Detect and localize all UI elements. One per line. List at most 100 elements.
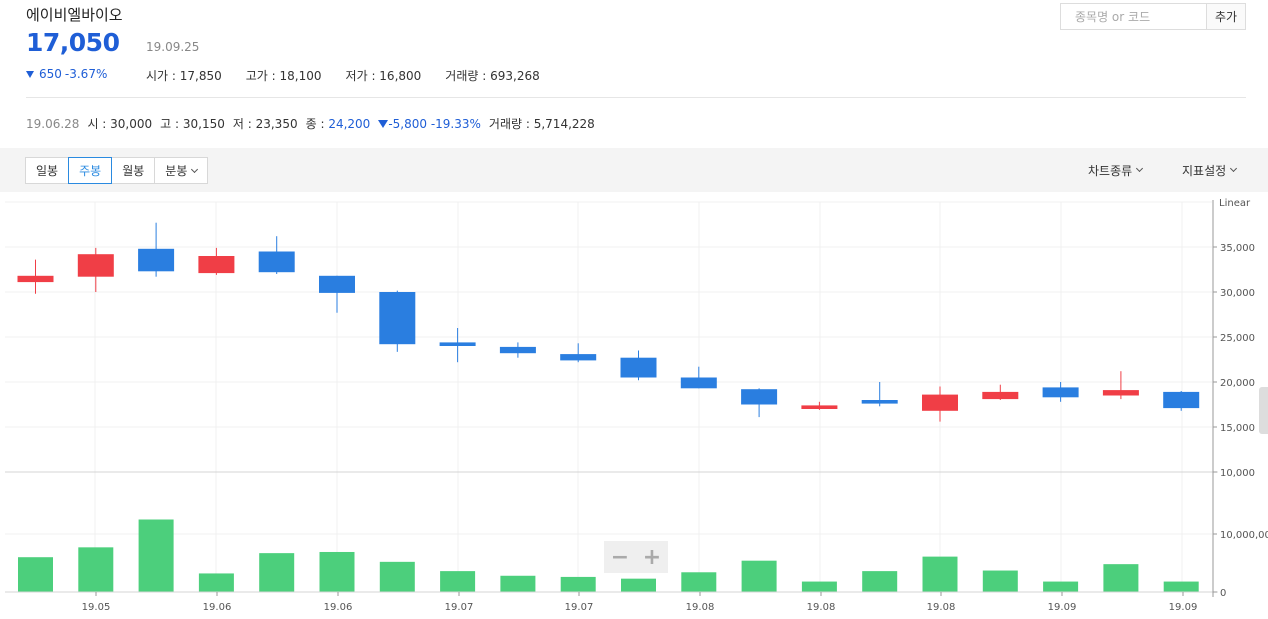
candle-body — [620, 357, 657, 378]
x-tick-label: 19.08 — [807, 602, 836, 613]
volume-bar — [621, 578, 656, 592]
x-tick-label: 19.09 — [1048, 602, 1077, 613]
stock-name: 에이비엘바이오 — [26, 6, 123, 24]
candle-body — [258, 251, 295, 273]
chart-toolbar: 일봉 주봉 월봉 분봉 차트종류 지표설정 — [0, 148, 1268, 192]
zoom-in-icon[interactable]: + — [642, 544, 662, 570]
y-tick-label: 25,000 — [1220, 333, 1255, 344]
detail-change: -5,800 -19.33% — [378, 117, 481, 131]
detail-close: 종 : 24,200 — [305, 117, 371, 131]
volume-bar — [319, 551, 355, 592]
y-tick-label: 20,000 — [1220, 378, 1255, 389]
quote-high: 고가 : 18,100 — [245, 69, 322, 83]
down-arrow-icon — [378, 119, 389, 128]
volume-bar — [138, 519, 174, 592]
volume-bar — [500, 575, 536, 592]
candle-body — [982, 391, 1019, 400]
quote-summary: 시가 : 17,850 고가 : 18,100 저가 : 16,800 거래량 … — [146, 67, 540, 84]
volume-bar — [922, 556, 958, 592]
quote-low: 저가 : 16,800 — [345, 69, 422, 83]
candle-body — [1102, 390, 1139, 396]
scale-label: Linear — [1219, 198, 1251, 209]
change-percent: -3.67% — [64, 67, 108, 81]
detail-date: 19.06.28 — [26, 116, 80, 131]
volume-bar — [1043, 581, 1079, 592]
volume-bar — [741, 560, 777, 592]
y-tick-label: 30,000 — [1220, 288, 1255, 299]
x-tick-label: 19.07 — [445, 602, 474, 613]
volume-bar — [18, 557, 53, 592]
candle-body — [680, 377, 717, 389]
volume-bar — [1163, 581, 1199, 592]
tab-weekly[interactable]: 주봉 — [68, 157, 113, 184]
detail-open: 시 : 30,000 — [87, 117, 153, 131]
candle-body — [138, 248, 175, 272]
volume-bar — [982, 570, 1018, 592]
change-amount: 650 — [39, 67, 62, 81]
volume-bar — [78, 547, 114, 592]
chevron-down-icon — [1136, 164, 1144, 173]
down-arrow-icon — [26, 70, 34, 78]
quote-open: 시가 : 17,850 — [146, 69, 222, 83]
detail-volume: 거래량 : 5,714,228 — [488, 117, 595, 131]
stock-chart[interactable]: Linear 35,000 30,000 25,000 20,000 15,000 10,0… — [0, 192, 1268, 619]
volume-bar — [862, 571, 898, 592]
current-price: 17,050 — [26, 28, 120, 57]
zoom-control: − + — [604, 541, 668, 573]
detail-high: 고 : 30,150 — [160, 117, 225, 131]
x-tick-label: 19.08 — [927, 602, 956, 613]
volume-bar — [1103, 564, 1139, 592]
x-tick-label: 19.06 — [324, 602, 353, 613]
y-tick-label: 10,000,000 — [1220, 530, 1268, 541]
chevron-down-icon — [191, 165, 199, 173]
price-date: 19.09.25 — [146, 40, 200, 54]
candle-body — [1042, 387, 1079, 398]
stock-search: 추가 — [1060, 3, 1246, 30]
side-panel-handle[interactable] — [1259, 387, 1268, 434]
volume-bar — [560, 576, 596, 592]
candle-body — [319, 275, 355, 293]
y-tick-label: 0 — [1220, 588, 1226, 599]
price-change: 650 -3.67% — [26, 67, 107, 81]
indicator-settings-dropdown[interactable]: 지표설정 — [1182, 148, 1238, 192]
volume-bar — [379, 561, 415, 592]
candle-body — [801, 405, 838, 409]
tab-minute[interactable]: 분봉 — [154, 157, 209, 184]
period-tabs: 일봉 주봉 월봉 분봉 — [25, 157, 209, 184]
divider — [26, 97, 1246, 98]
candle-body — [922, 394, 958, 411]
candle-body — [198, 256, 235, 274]
volume-bar — [801, 581, 837, 592]
chevron-down-icon — [1230, 164, 1238, 173]
candle-body — [439, 342, 476, 346]
y-tick-label: 15,000 — [1220, 423, 1255, 434]
x-tick-label: 19.06 — [203, 602, 232, 613]
volume-bar — [259, 553, 295, 592]
detail-low: 저 : 23,350 — [232, 117, 298, 131]
candle-body — [560, 354, 597, 361]
candle-body — [379, 292, 416, 345]
candle-body — [861, 400, 898, 404]
tab-daily[interactable]: 일봉 — [25, 157, 70, 184]
candle-body — [1163, 391, 1200, 409]
y-tick-label: 35,000 — [1220, 243, 1255, 254]
x-tick-label: 19.09 — [1169, 602, 1198, 613]
x-tick-label: 19.05 — [82, 602, 111, 613]
tab-monthly[interactable]: 월봉 — [111, 157, 156, 184]
volume-bar — [440, 571, 476, 592]
chart-type-dropdown[interactable]: 차트종류 — [1088, 148, 1144, 192]
x-tick-label: 19.08 — [686, 602, 715, 613]
candle-body — [77, 254, 114, 277]
y-tick-label: 10,000 — [1220, 468, 1255, 479]
candle-detail: 19.06.28 시 : 30,000 고 : 30,150 저 : 23,35… — [26, 115, 595, 132]
candle-body — [17, 275, 54, 283]
search-input[interactable] — [1061, 4, 1206, 29]
add-button[interactable]: 추가 — [1206, 4, 1245, 29]
volume-bar — [198, 573, 234, 592]
zoom-out-icon[interactable]: − — [610, 544, 630, 570]
x-tick-label: 19.07 — [565, 602, 594, 613]
quote-volume: 거래량 : 693,268 — [445, 69, 540, 83]
volume-bar — [681, 572, 717, 592]
candle-body — [499, 346, 536, 354]
candle-body — [741, 389, 778, 405]
